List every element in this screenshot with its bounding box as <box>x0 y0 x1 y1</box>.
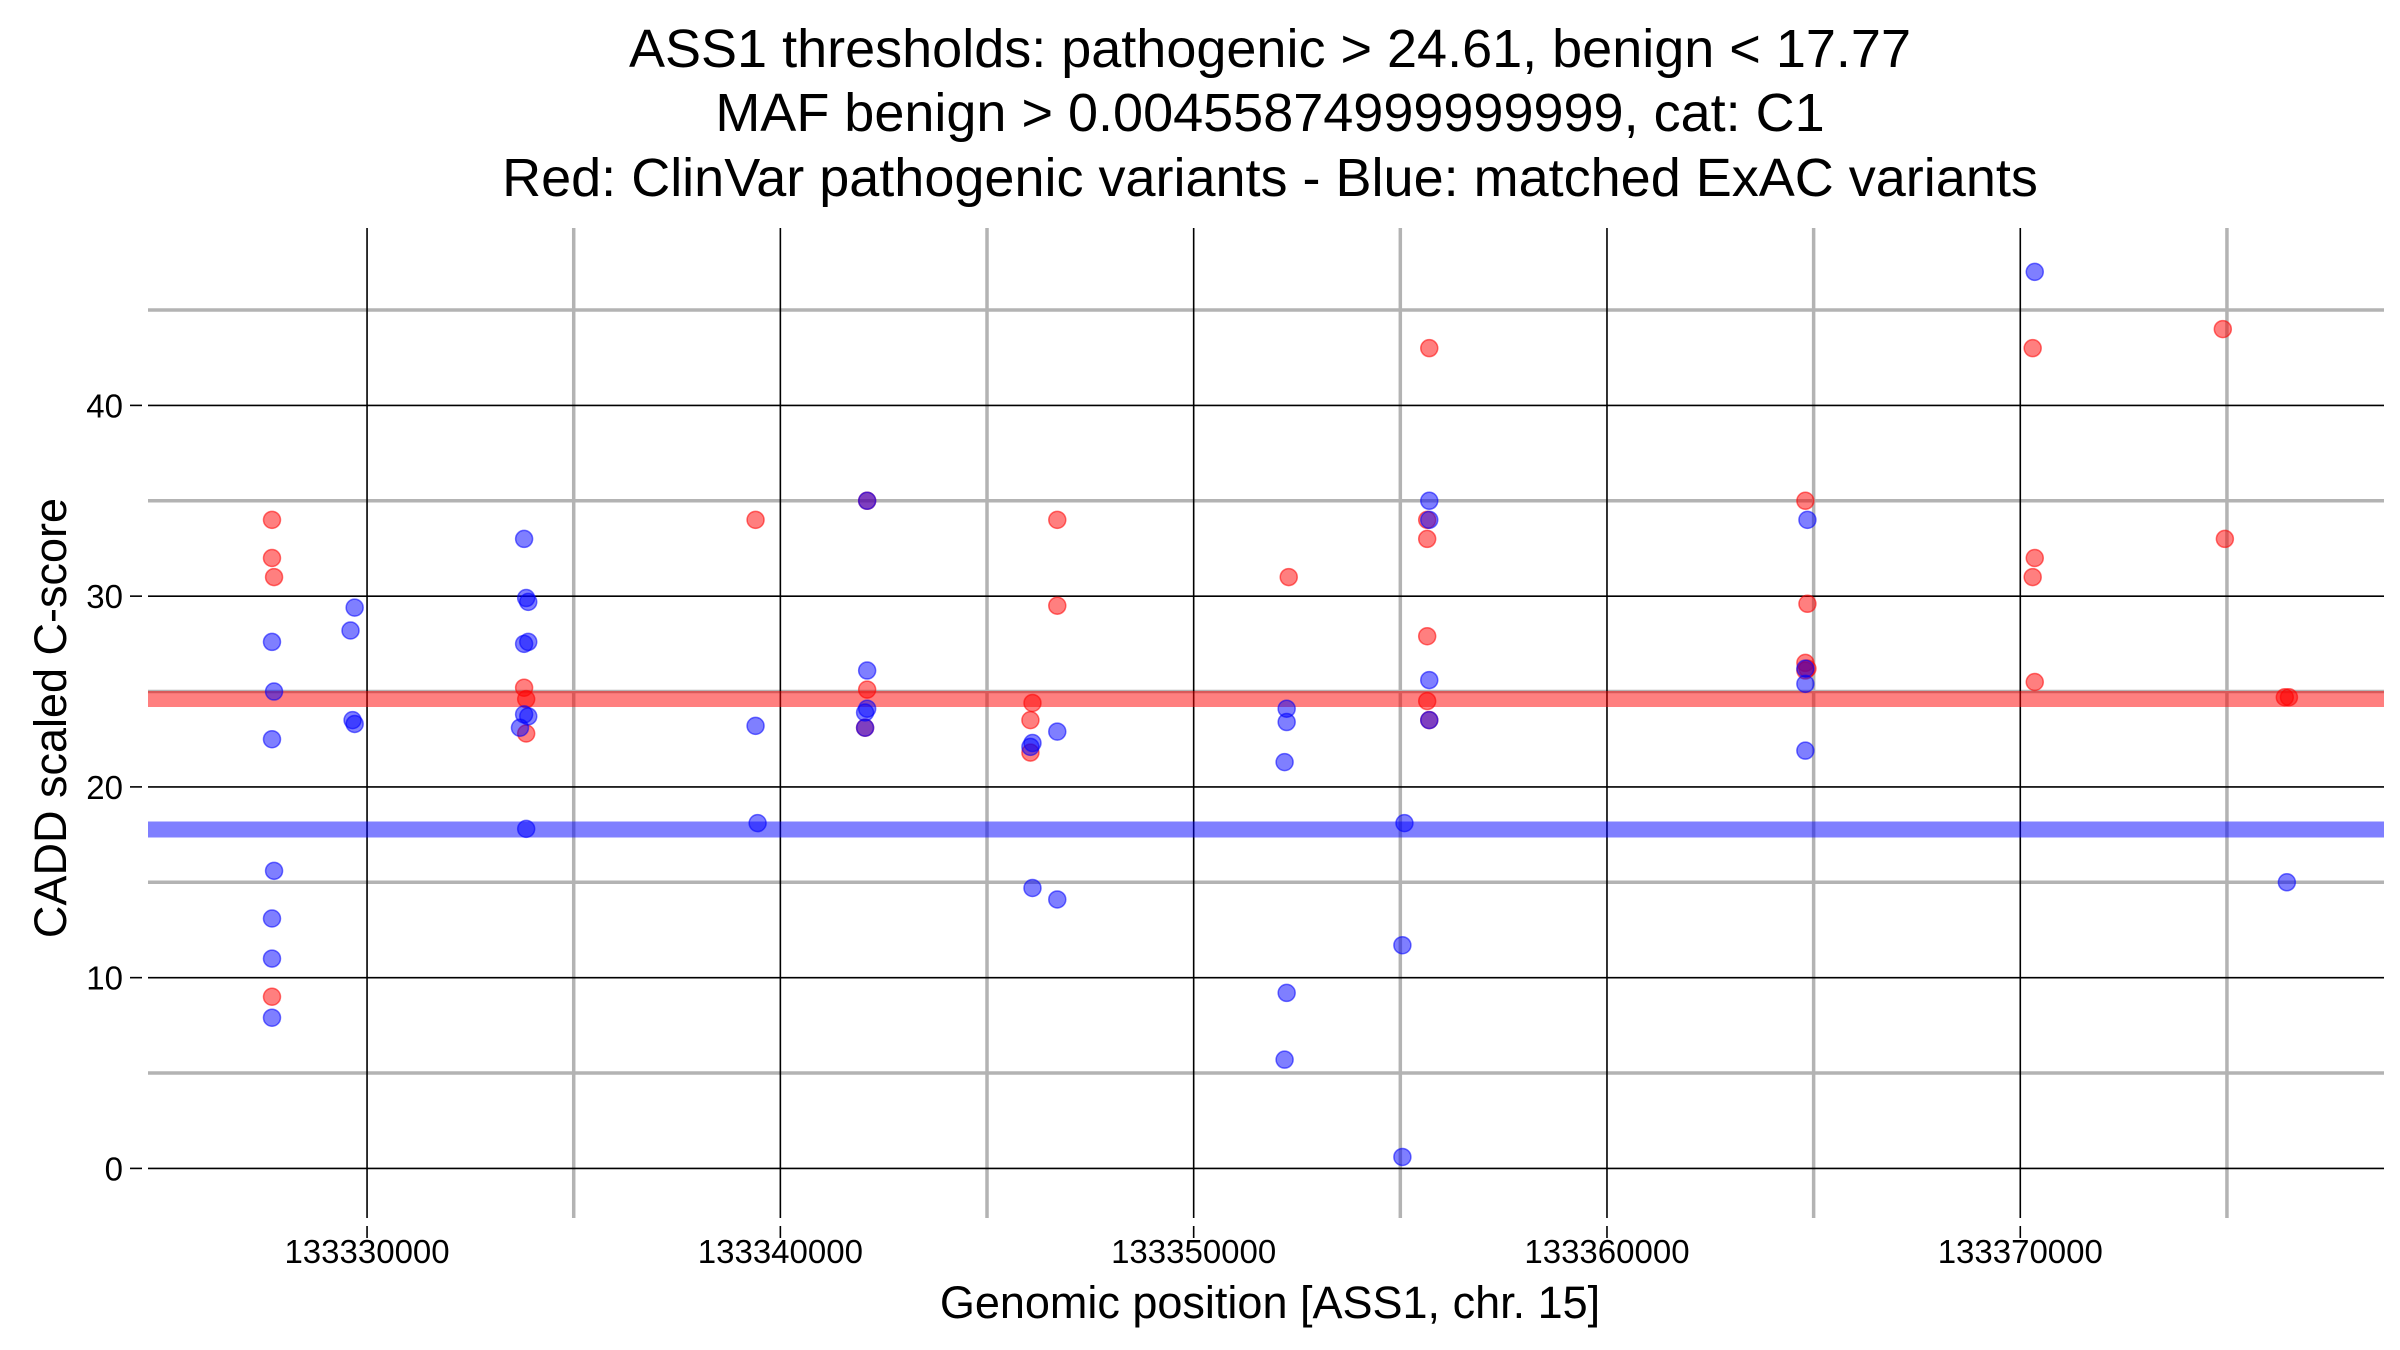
exac-variant-point <box>1048 722 1067 741</box>
exac-variant-point <box>262 632 282 652</box>
clinvar-pathogenic-point <box>2025 672 2045 692</box>
exac-variant-point <box>1021 737 1040 757</box>
grid-lines <box>148 228 2384 1218</box>
clinvar-pathogenic-point <box>1417 691 1437 711</box>
clinvar-pathogenic-point <box>2025 548 2045 568</box>
exac-variant-point <box>1420 491 1439 511</box>
clinvar-pathogenic-point <box>1420 338 1439 358</box>
clinvar-pathogenic-point <box>264 567 284 587</box>
y-tick-label: 40 <box>86 387 123 424</box>
x-axis-label: Genomic position [ASS1, chr. 15] <box>940 1277 1600 1328</box>
clinvar-pathogenic-point <box>262 987 282 1006</box>
exac-variant-point <box>516 819 536 839</box>
x-tick-label: 133340000 <box>698 1233 863 1270</box>
exac-variant-point <box>518 592 538 612</box>
exac-variant-point <box>262 949 282 968</box>
y-axis-label: CADD scaled C-score <box>25 498 76 938</box>
clinvar-pathogenic-point <box>1048 596 1067 615</box>
clinvar-pathogenic-point <box>2023 338 2042 358</box>
threshold-bands <box>148 690 2384 838</box>
exac-variant-point <box>1796 659 1815 678</box>
exac-variant-point <box>1277 712 1296 732</box>
chart-title-line-2: MAF benign > 0.00455874999999999, cat: C… <box>715 83 1824 143</box>
chart-title-line-3: Red: ClinVar pathogenic variants - Blue:… <box>502 148 2038 208</box>
exac-variant-point <box>1393 935 1412 955</box>
exac-variant-point <box>1798 510 1817 530</box>
clinvar-pathogenic-point <box>2279 687 2299 707</box>
clinvar-pathogenic-point <box>516 689 536 709</box>
chart-title-line-1: ASS1 thresholds: pathogenic > 24.61, ben… <box>629 19 1911 79</box>
exac-variant-point <box>345 598 364 617</box>
exac-variant-point <box>1395 813 1414 833</box>
exac-variant-point <box>2277 873 2297 892</box>
clinvar-pathogenic-point <box>262 510 282 530</box>
exac-variant-point <box>514 529 534 549</box>
clinvar-pathogenic-point <box>746 510 765 530</box>
x-tick-label: 133350000 <box>1111 1233 1276 1270</box>
exac-variant-point <box>518 632 538 652</box>
exac-variant-point <box>262 909 282 928</box>
exac-variant-point <box>2025 262 2045 282</box>
clinvar-pathogenic-point <box>1417 529 1437 549</box>
exac-variant-point <box>855 703 875 722</box>
clinvar-pathogenic-point <box>2213 319 2233 339</box>
exac-variant-point <box>1420 710 1439 730</box>
exac-variant-point <box>1277 983 1296 1003</box>
clinvar-pathogenic-point <box>1279 567 1298 587</box>
clinvar-pathogenic-point <box>2023 567 2042 587</box>
clinvar-pathogenic-point <box>857 680 877 699</box>
exac-variant-point <box>510 718 530 738</box>
exac-variant-point <box>1393 1147 1412 1167</box>
x-tick-label: 133330000 <box>284 1233 449 1270</box>
clinvar-pathogenic-point <box>1048 510 1067 530</box>
clinvar-pathogenic-point <box>1023 693 1042 713</box>
y-tick-label: 20 <box>86 769 123 806</box>
exac-variant-point <box>262 1008 282 1027</box>
clinvar-pathogenic-point <box>1798 594 1817 614</box>
exac-variant-point <box>1048 890 1067 909</box>
exac-variant-point <box>341 621 360 640</box>
exac-variant-point <box>855 718 875 738</box>
clinvar-pathogenic-point <box>2215 529 2235 549</box>
exac-variant-point <box>1023 878 1042 898</box>
clinvar-pathogenic-point <box>262 548 282 568</box>
exac-variant-point <box>1420 510 1439 530</box>
exac-variant-point <box>264 682 284 701</box>
exac-variant-point <box>748 813 767 833</box>
exac-variant-point <box>1796 741 1815 760</box>
y-tick-label: 10 <box>86 960 123 997</box>
clinvar-pathogenic-point <box>1417 626 1437 646</box>
x-tick-label: 133370000 <box>1938 1233 2103 1270</box>
data-points <box>262 262 2299 1167</box>
y-tick-label: 30 <box>86 578 123 615</box>
exac-variant-point <box>1275 1050 1294 1069</box>
clinvar-pathogenic-point <box>1796 491 1815 511</box>
exac-variant-point <box>857 661 877 680</box>
y-tick-label: 0 <box>105 1150 123 1187</box>
x-tick-label: 133360000 <box>1524 1233 1689 1270</box>
exac-variant-point <box>345 714 364 734</box>
exac-variant-point <box>1796 674 1815 694</box>
axes: 133330000 133340000 133350000 133360000 1333… <box>86 387 2103 1270</box>
exac-variant-point <box>264 861 284 881</box>
exac-variant-point <box>857 491 877 511</box>
exac-variant-point <box>1420 670 1439 690</box>
exac-variant-point <box>262 729 282 749</box>
exac-variant-point <box>1275 752 1294 772</box>
exac-variant-point <box>746 716 765 736</box>
clinvar-pathogenic-point <box>1021 710 1040 730</box>
